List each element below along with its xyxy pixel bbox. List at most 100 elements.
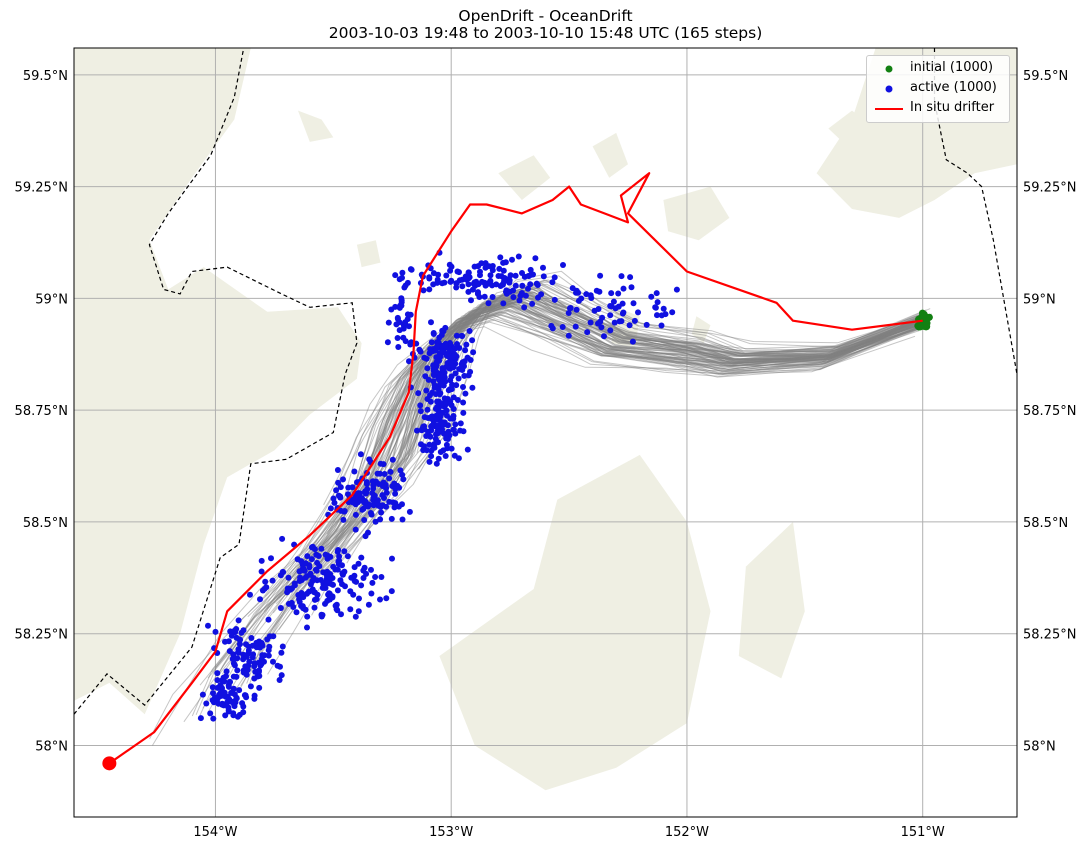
active-particle [437, 390, 444, 397]
active-particle [452, 430, 459, 437]
active-particle [342, 583, 348, 590]
active-particle [414, 427, 420, 434]
active-particle [344, 553, 351, 560]
active-particle [489, 294, 496, 300]
active-particle [459, 333, 466, 339]
active-particle [355, 608, 362, 615]
particle-trajectory [384, 301, 923, 468]
active-particle [601, 333, 607, 340]
active-particle [525, 273, 532, 279]
active-particle [462, 347, 469, 354]
land-polygon [592, 132, 628, 178]
active-particle [304, 624, 310, 631]
active-particle [500, 259, 507, 266]
active-particle [456, 277, 463, 284]
active-particle [462, 390, 469, 397]
boundary-line [74, 48, 358, 715]
active-particle [293, 609, 300, 616]
active-particle [510, 287, 517, 294]
y-tick-label-left: 59.25°N [15, 181, 68, 196]
active-particle [352, 511, 359, 518]
active-particle [302, 574, 309, 581]
active-particle [336, 553, 343, 560]
active-particle [290, 604, 297, 610]
active-particle [643, 321, 650, 328]
active-particle [673, 286, 680, 293]
active-particle [231, 703, 238, 710]
active-particle [278, 649, 285, 656]
active-particle [430, 270, 437, 277]
particle-trajectory [335, 305, 919, 533]
active-particle [426, 458, 433, 465]
active-particle [381, 471, 388, 477]
active-particle [439, 342, 445, 349]
active-particle [372, 574, 379, 580]
active-particle [527, 281, 534, 288]
boundary-line [933, 48, 1017, 375]
active-particle [383, 595, 390, 602]
particle-trajectory [278, 300, 925, 599]
active-particle [240, 703, 247, 710]
legend-label-initial: initial (1000) [910, 60, 994, 75]
drifter-end-marker [102, 756, 117, 771]
active-particle [231, 662, 238, 669]
active-particle [463, 341, 470, 348]
initial-marker-icon [885, 65, 893, 73]
active-particle [497, 254, 504, 261]
active-particle [611, 319, 618, 326]
active-particle [396, 276, 403, 283]
active-particle [205, 622, 211, 629]
active-particle [381, 495, 387, 501]
active-particle [306, 564, 313, 571]
active-particle [234, 667, 241, 674]
active-particle [421, 414, 428, 421]
active-particle [512, 272, 519, 279]
y-tick-label-right: 58.25°N [1023, 628, 1076, 643]
active-particle [417, 402, 424, 409]
active-particle [394, 482, 401, 489]
active-particle [368, 590, 375, 597]
active-particle [296, 598, 303, 605]
active-particle [534, 282, 541, 288]
active-particle [365, 601, 372, 608]
active-particle [443, 363, 450, 370]
active-particle [304, 613, 311, 620]
active-particle [445, 353, 452, 360]
active-particle [323, 578, 330, 585]
particle-trajectory [323, 326, 916, 506]
active-particle [467, 368, 474, 375]
active-particle [407, 341, 414, 348]
active-particle [627, 274, 634, 281]
active-particle [295, 592, 302, 598]
active-particle [549, 279, 556, 286]
active-particle [419, 426, 426, 432]
active-particle [352, 613, 359, 620]
active-particle [596, 288, 603, 295]
active-particle [454, 344, 460, 351]
active-particle [258, 640, 265, 646]
active-particle [465, 281, 472, 288]
active-particle [470, 349, 477, 356]
y-tick-label-right: 58°N [1023, 739, 1056, 754]
active-particle [551, 274, 558, 281]
particle-trajectory [332, 290, 922, 555]
active-particle [425, 376, 432, 383]
active-particle [369, 490, 376, 497]
active-particle [370, 494, 377, 501]
active-particle [265, 616, 272, 623]
active-particle [318, 611, 325, 618]
active-particle [464, 446, 471, 453]
active-particle [629, 338, 636, 345]
active-particle [567, 305, 574, 311]
active-particle [620, 285, 627, 292]
active-particle [369, 478, 376, 485]
active-particle [256, 684, 263, 691]
active-particle [445, 422, 451, 429]
active-particle [446, 340, 453, 347]
active-particle [397, 467, 404, 474]
active-particle [240, 656, 247, 663]
active-particle [219, 701, 226, 708]
active-particle [318, 545, 325, 552]
active-particle [395, 503, 402, 510]
y-tick-label-left: 58.75°N [15, 404, 68, 419]
